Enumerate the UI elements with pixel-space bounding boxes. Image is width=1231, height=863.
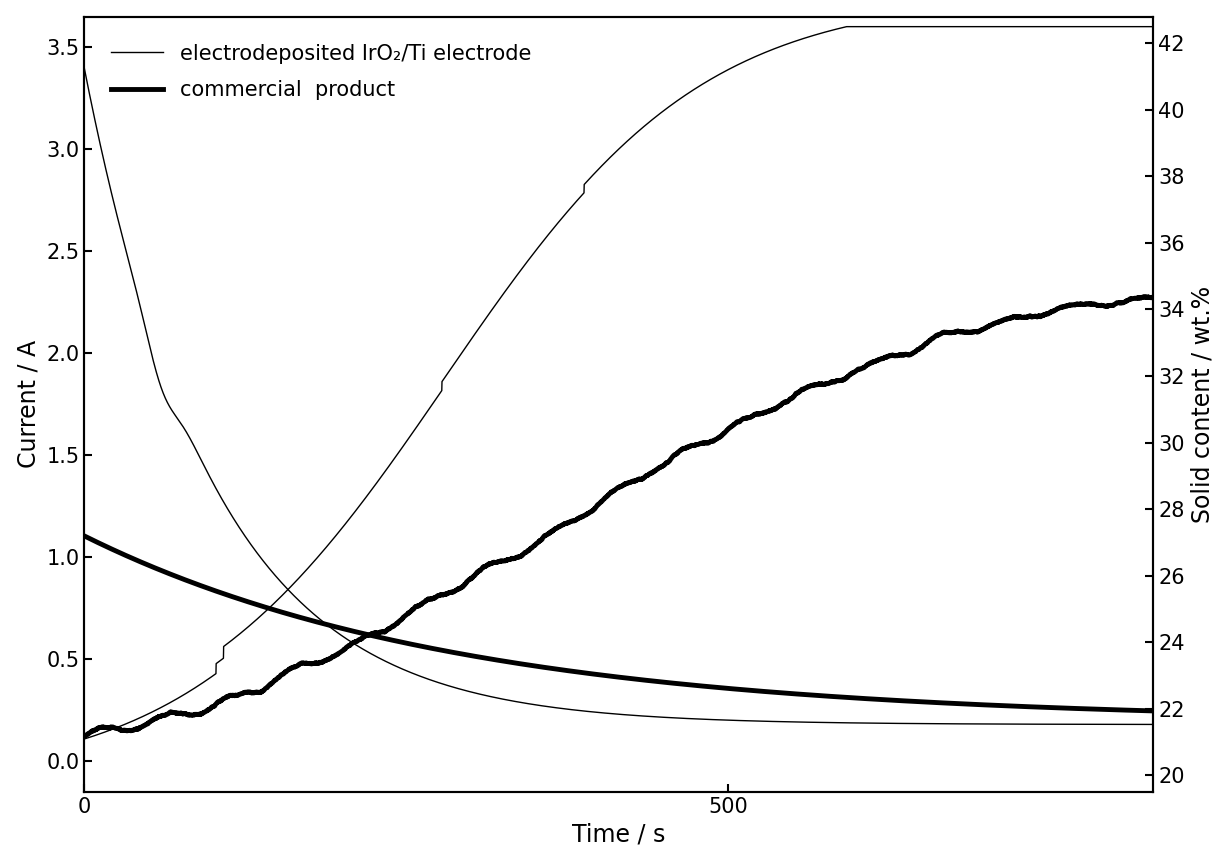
Y-axis label: Current / A: Current / A — [17, 340, 41, 469]
X-axis label: Time / s: Time / s — [572, 822, 666, 847]
Legend: electrodeposited IrO₂/Ti electrode, commercial  product: electrodeposited IrO₂/Ti electrode, comm… — [95, 27, 548, 117]
Y-axis label: Solid content / wt.%: Solid content / wt.% — [1190, 286, 1214, 523]
